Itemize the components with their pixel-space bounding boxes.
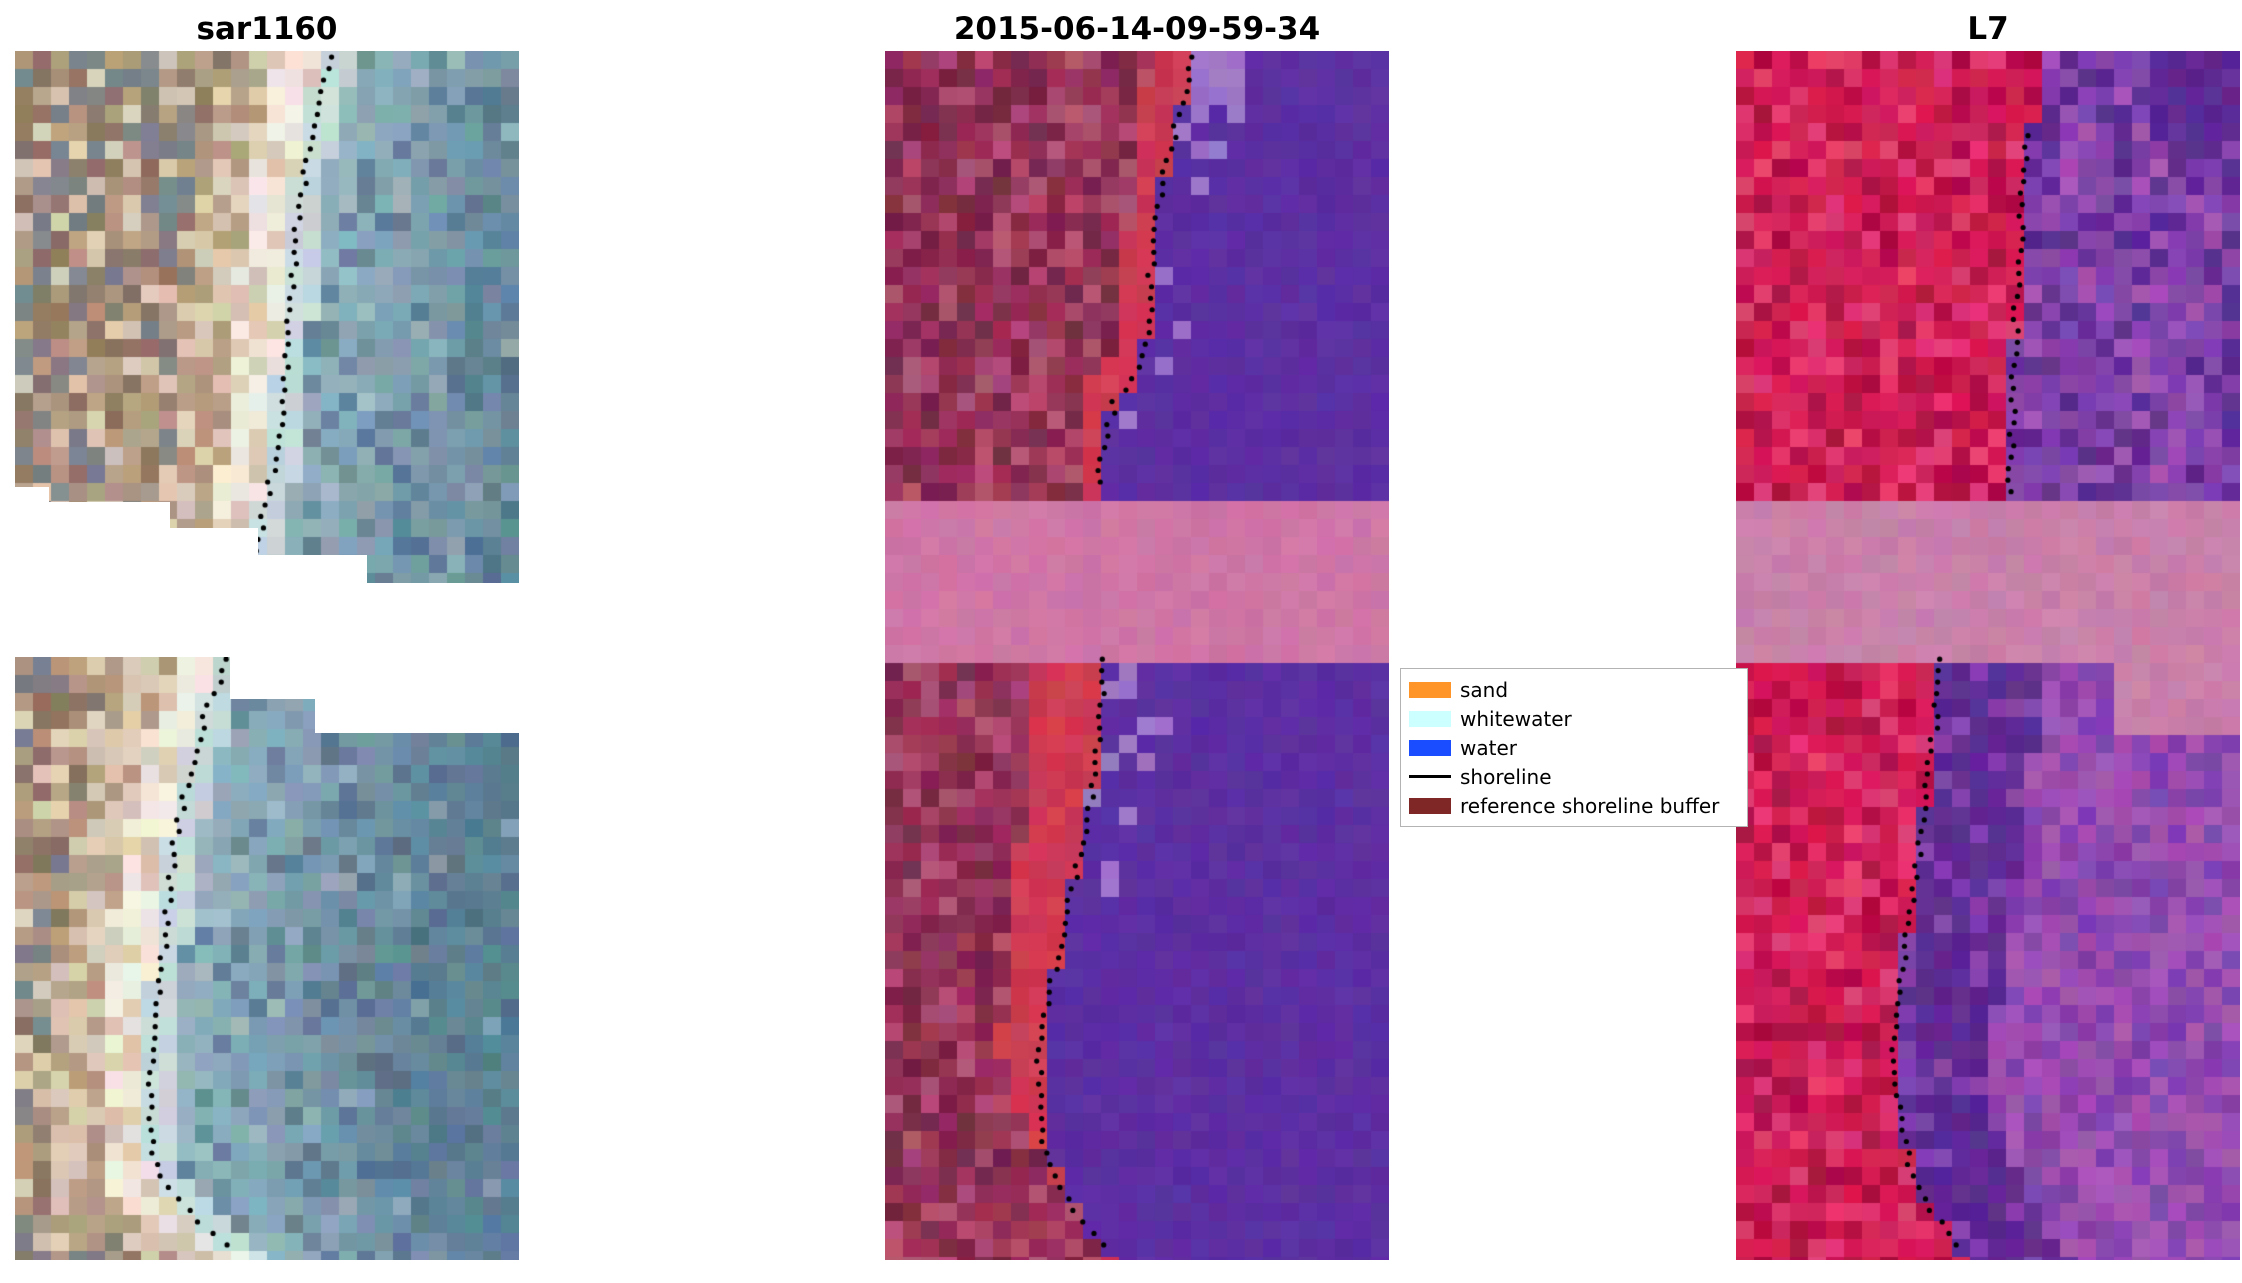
legend-label-sand: sand [1460,677,1509,702]
sar-image-top-segment [15,51,519,583]
legend-item-water: water [1409,733,1739,762]
sar-image-top-canvas [15,51,519,583]
classified-image-canvas [885,51,1389,1260]
l7-image-canvas [1736,51,2240,1260]
water-swatch [1409,739,1451,756]
legend-label-water: water [1460,735,1517,760]
legend: sand whitewater water shoreline referenc… [1400,668,1748,827]
shoreline-line-swatch [1409,775,1451,778]
legend-item-sand: sand [1409,675,1739,704]
sar-image-bottom-canvas [15,657,519,1260]
legend-item-shoreline: shoreline [1409,762,1739,791]
panel-sar1160 [15,51,519,1260]
legend-item-reference-buffer: reference shoreline buffer [1409,791,1739,820]
legend-label-shoreline: shoreline [1460,764,1552,789]
sar-image-bottom-segment [15,657,519,1260]
legend-label-reference-buffer: reference shoreline buffer [1460,793,1720,818]
legend-item-whitewater: whitewater [1409,704,1739,733]
whitewater-swatch [1409,710,1451,727]
reference-buffer-swatch [1409,797,1451,814]
panel-title-l7: L7 [1967,11,2009,47]
panel-title-sar1160: sar1160 [196,11,338,47]
panel-title-classified: 2015-06-14-09-59-34 [953,11,1321,47]
panel-classified [885,51,1389,1260]
panel-l7 [1736,51,2240,1260]
sand-swatch [1409,681,1451,698]
legend-label-whitewater: whitewater [1460,706,1572,731]
